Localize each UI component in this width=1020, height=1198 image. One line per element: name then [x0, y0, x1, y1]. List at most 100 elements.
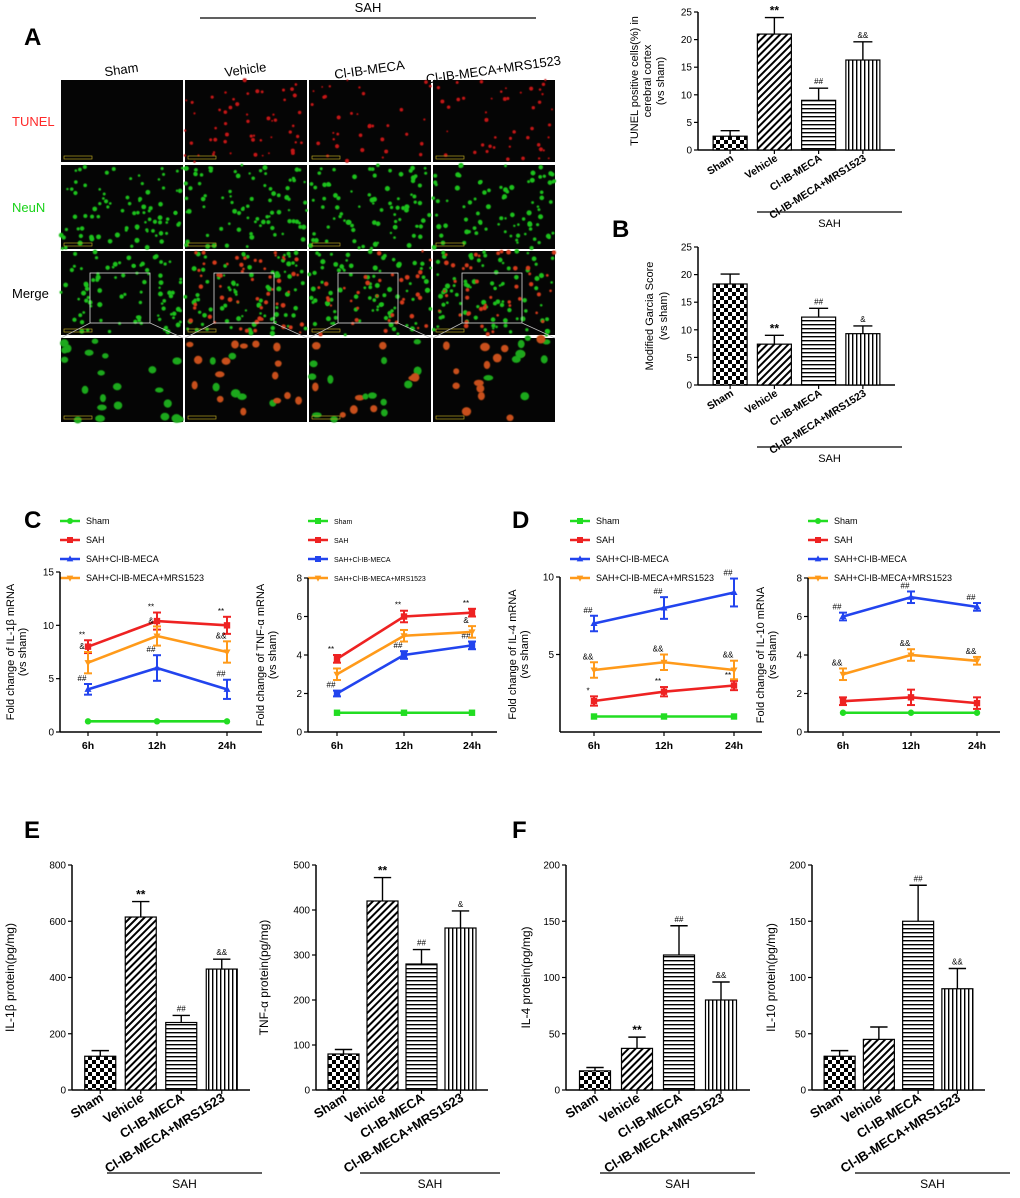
- y-tick-label: 100: [789, 973, 806, 984]
- y-axis-label: Fold change of TNF-α mRNA: [255, 583, 267, 726]
- micrograph-row-label: TUNEL: [12, 114, 55, 129]
- data-point: [468, 709, 476, 716]
- y-tick-label: 8: [796, 574, 802, 585]
- bar: [801, 316, 837, 386]
- legend-marker: [577, 518, 583, 524]
- y-tick-label: 150: [543, 917, 560, 928]
- significance-label: ##: [654, 587, 663, 596]
- y-axis-label: Fold change of IL-10 mRNA: [755, 586, 767, 723]
- bar: [862, 1038, 895, 1091]
- y-axis-label: (vs sham): [17, 628, 29, 676]
- significance-label: ##: [217, 670, 226, 679]
- significance-label: ##: [327, 681, 336, 690]
- legend-marker: [814, 555, 822, 562]
- x-tick-label: 6h: [588, 740, 600, 752]
- panel-letter-d: D: [512, 507, 529, 534]
- data-point: [333, 709, 341, 716]
- x-tick-label: 6h: [331, 740, 343, 752]
- micrograph-tile: [433, 79, 555, 162]
- garcia-bar-chart: 0 5 10 15 20 25 Modified Garcia Score (vs sham)…: [644, 243, 902, 465]
- micrograph-tile: [183, 250, 308, 336]
- category-label: Sham: [563, 1090, 601, 1121]
- legend-label: SAH+Cl-IB-MECA+MRS1523: [86, 573, 204, 583]
- significance-label: ##: [901, 581, 910, 590]
- significance-label: ##: [814, 77, 823, 86]
- significance-label: ##: [584, 606, 593, 615]
- significance-label: **: [328, 645, 334, 654]
- data-point: [590, 713, 598, 720]
- y-tick-label: 0: [48, 728, 54, 739]
- y-tick-label: 0: [296, 728, 302, 739]
- significance-label: ##: [177, 1004, 186, 1013]
- bar: [902, 920, 935, 1091]
- significance-label: **: [218, 607, 224, 616]
- significance-label: &: [148, 616, 154, 625]
- y-tick-label: 100: [543, 973, 560, 984]
- significance-label: ##: [833, 603, 842, 612]
- data-point: [660, 604, 668, 611]
- y-tick-label: 10: [681, 325, 693, 336]
- legend-label: SAH: [86, 535, 105, 545]
- significance-label: &&: [716, 971, 727, 980]
- y-tick-label: 150: [789, 917, 806, 928]
- x-tick-label: 12h: [902, 740, 920, 752]
- y-tick-label: 5: [686, 118, 692, 129]
- data-point: [730, 588, 738, 596]
- y-tick-label: 50: [795, 1029, 807, 1040]
- y-axis-label: (vs sham): [767, 631, 779, 679]
- legend-marker: [815, 518, 821, 524]
- y-tick-label: 15: [681, 63, 693, 74]
- y-tick-label: 400: [293, 906, 310, 917]
- y-tick-label: 6: [796, 612, 802, 623]
- bar: [845, 59, 881, 151]
- micrograph-tile: [432, 248, 557, 337]
- micrograph-tile: [61, 80, 183, 162]
- panel-letter-f: F: [512, 817, 527, 844]
- significance-label: **: [770, 321, 780, 335]
- y-tick-label: 50: [549, 1029, 561, 1040]
- data-point: [839, 612, 847, 620]
- data-point: [468, 609, 476, 616]
- significance-label: &&: [900, 639, 911, 648]
- legend-label: SAH: [334, 538, 348, 545]
- panel-letter-a: A: [24, 24, 41, 51]
- bar: [366, 900, 399, 1091]
- bar: [756, 343, 792, 386]
- y-tick-label: 5: [548, 650, 554, 661]
- y-axis-label: (vs sham): [658, 292, 670, 340]
- significance-label: &&: [653, 645, 664, 654]
- legend-marker: [815, 537, 821, 543]
- y-tick-label: 200: [293, 996, 310, 1007]
- y-tick-label: 0: [686, 146, 692, 157]
- significance-label: ##: [814, 297, 823, 306]
- y-tick-label: 300: [293, 951, 310, 962]
- significance-label: **: [725, 671, 731, 680]
- micrograph-tile: [58, 164, 184, 250]
- legend-marker: [576, 575, 584, 582]
- data-point: [223, 718, 231, 725]
- data-point: [839, 698, 847, 705]
- legend-label: Sham: [596, 516, 620, 526]
- data-point: [839, 709, 847, 716]
- data-point: [84, 660, 92, 667]
- data-point: [400, 633, 408, 640]
- data-point: [400, 613, 408, 620]
- legend-label: Sham: [834, 516, 858, 526]
- significance-label: **: [655, 677, 661, 686]
- significance-label: ##: [147, 645, 156, 654]
- data-point: [223, 685, 231, 692]
- legend-label: Sham: [334, 519, 352, 526]
- y-tick-label: 0: [304, 1086, 310, 1097]
- legend-marker: [577, 537, 583, 543]
- bar: [941, 988, 974, 1091]
- sah-group-label: SAH: [665, 1177, 690, 1191]
- significance-label: ##: [78, 674, 87, 683]
- legend-marker: [315, 518, 321, 524]
- data-point: [907, 593, 915, 600]
- significance-label: &&: [952, 958, 963, 967]
- bar: [823, 1055, 856, 1091]
- data-point: [973, 699, 981, 707]
- y-tick-label: 800: [49, 861, 66, 872]
